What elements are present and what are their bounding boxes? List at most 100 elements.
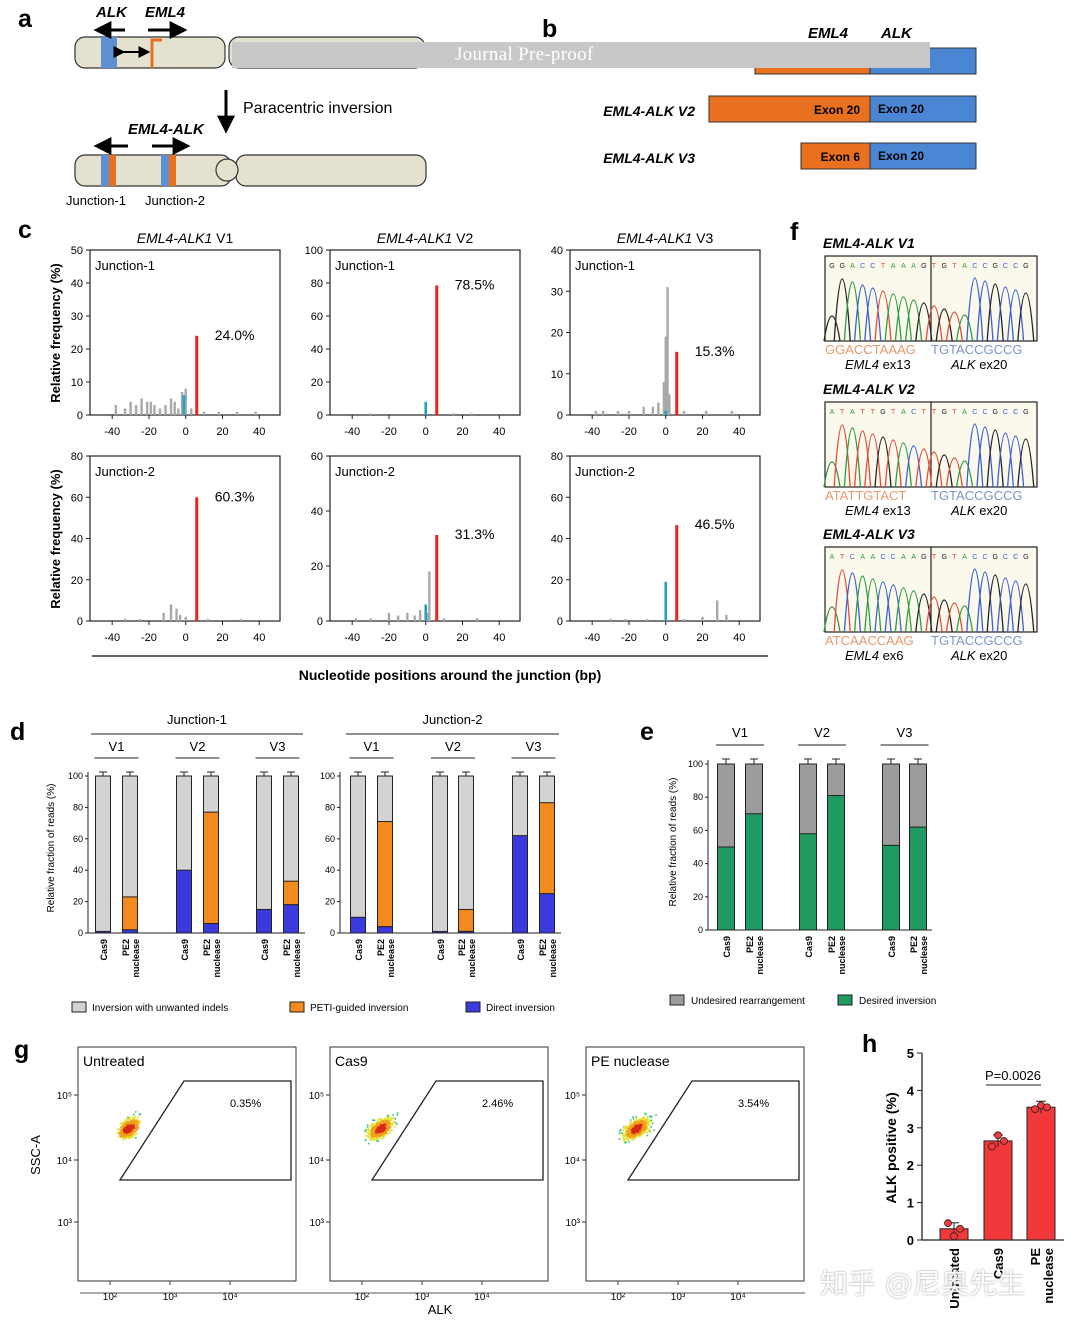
bar-label: Cas9 [99, 939, 109, 961]
flow-event [374, 1123, 376, 1126]
x-tick-label: 20 [696, 426, 708, 438]
bar-peti-inversion [539, 802, 555, 895]
flow-event [126, 1121, 128, 1124]
flow-event [123, 1129, 126, 1132]
base-call: G [1023, 409, 1028, 416]
y-tick-label: 30 [551, 286, 563, 298]
flow-event [122, 1124, 125, 1126]
flow-event [139, 1121, 141, 1124]
category-label: Cas9 [991, 1248, 1006, 1279]
bar-direct-inversion [283, 904, 299, 934]
trace-peak [864, 433, 882, 488]
flow-event [371, 1122, 373, 1125]
y-tick-label: 60 [311, 451, 323, 463]
flow-event [378, 1134, 380, 1137]
flow-event [371, 1128, 374, 1130]
bar-grey [609, 618, 612, 621]
flow-event [640, 1120, 642, 1123]
gene-name: EML4 [845, 357, 879, 372]
y-tick-label: 40 [551, 245, 563, 257]
flow-event [631, 1124, 634, 1127]
bar-red [195, 497, 199, 621]
flow-event [383, 1129, 385, 1132]
bar-desired [745, 813, 763, 931]
y-tick-label: 0 [698, 925, 703, 935]
flow-event [378, 1118, 381, 1121]
flow-event [394, 1121, 397, 1124]
flow-event [124, 1131, 127, 1134]
x-tick-label: 10³ [671, 1292, 686, 1303]
flow-event [390, 1129, 392, 1132]
flow-event [127, 1133, 130, 1135]
flow-event [646, 1125, 648, 1128]
flow-event [637, 1120, 640, 1122]
trace-peak [853, 430, 872, 488]
flow-event [124, 1133, 127, 1135]
trace-peak [904, 590, 923, 633]
flow-event [381, 1132, 383, 1134]
flow-event [369, 1129, 371, 1131]
flow-event [133, 1124, 135, 1127]
trace-peak [935, 308, 953, 342]
gate-percent: 3.54% [738, 1098, 769, 1110]
flow-event [381, 1133, 384, 1136]
flow-event [622, 1129, 625, 1132]
flow-event [628, 1133, 631, 1136]
flow-event [133, 1129, 136, 1131]
junction-label: Junction-2 [575, 464, 635, 479]
flow-event [366, 1124, 369, 1126]
flow-event [132, 1120, 134, 1122]
flow-event [132, 1117, 134, 1119]
bar-red [675, 525, 679, 621]
flow-event [129, 1132, 131, 1134]
trace-peak [945, 602, 964, 633]
flow-event [385, 1120, 388, 1123]
inversion-label: Paracentric inversion [243, 100, 392, 117]
flow-event [378, 1136, 380, 1139]
flow-event [646, 1128, 648, 1130]
y-tick-label: 10 [71, 377, 83, 389]
flow-event [635, 1119, 637, 1121]
flow-event [639, 1121, 641, 1124]
bar-label: nuclease [386, 939, 396, 978]
legend-label: Desired inversion [859, 996, 936, 1007]
flow-event [123, 1128, 125, 1130]
flow-event [372, 1132, 375, 1135]
flow-event [634, 1122, 637, 1125]
flow-event [634, 1127, 637, 1129]
flow-event [628, 1129, 631, 1132]
eml4-exon-label: Exon 20 [814, 103, 860, 117]
flow-event [628, 1130, 631, 1133]
flow-event [133, 1131, 136, 1133]
y-tick-label: 10⁴ [309, 1156, 324, 1167]
bar-label: PE2 [282, 939, 292, 956]
base-call: C [860, 263, 865, 270]
flow-event [382, 1130, 384, 1133]
flow-event [370, 1139, 373, 1141]
trace-peak [1017, 292, 1035, 342]
bar-label: nuclease [548, 939, 558, 978]
flow-event [626, 1134, 629, 1137]
base-call: G [921, 263, 926, 270]
flow-event [626, 1128, 629, 1130]
flow-event [120, 1128, 122, 1131]
x-tick-label: 10² [355, 1292, 370, 1303]
flow-event [637, 1122, 640, 1125]
flow-event [380, 1123, 383, 1125]
flow-event [646, 1126, 649, 1129]
bar-grey [682, 618, 686, 621]
percent-label: 15.3% [695, 343, 735, 359]
x-tick-label: 40 [493, 632, 505, 644]
site-watermark: 知乎 @尼奥先生 [820, 1267, 1025, 1300]
trace-peak [925, 596, 943, 633]
flow-event [391, 1124, 394, 1126]
panel-e-ylabel: Relative fraction of reads (%) [668, 778, 679, 907]
flow-event [633, 1134, 636, 1136]
flow-event [379, 1130, 382, 1133]
bar-grey [184, 388, 187, 415]
gate-polygon [118, 1080, 292, 1181]
flow-event [383, 1135, 385, 1137]
flow-event [391, 1123, 394, 1125]
flow-event [375, 1124, 378, 1127]
